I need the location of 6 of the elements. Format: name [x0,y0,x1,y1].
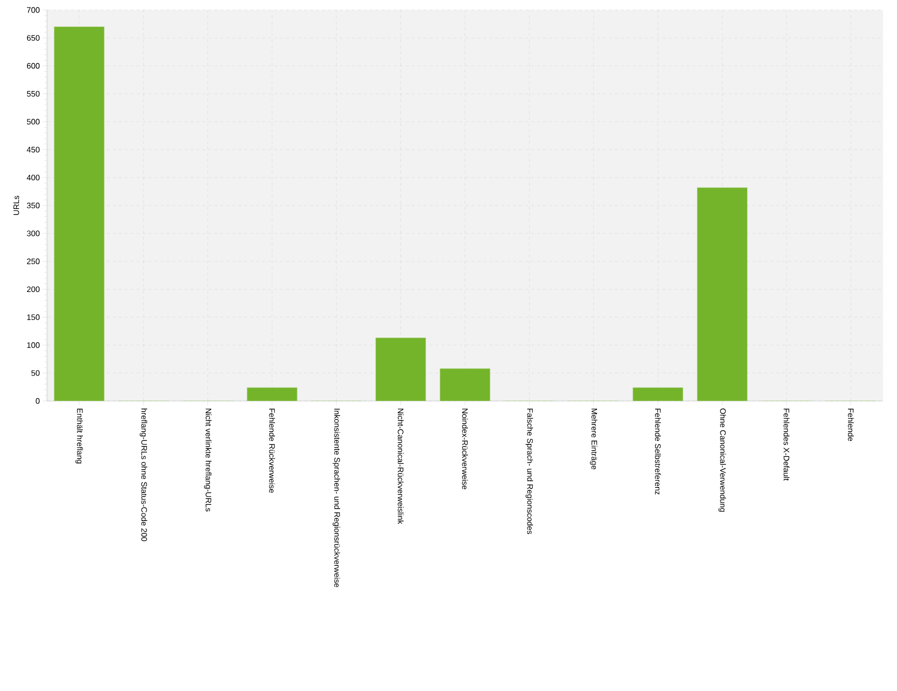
bar [54,26,104,401]
bar [247,388,298,401]
bar [440,368,490,401]
bar [632,388,683,401]
bar [697,187,748,401]
bar [376,338,426,401]
